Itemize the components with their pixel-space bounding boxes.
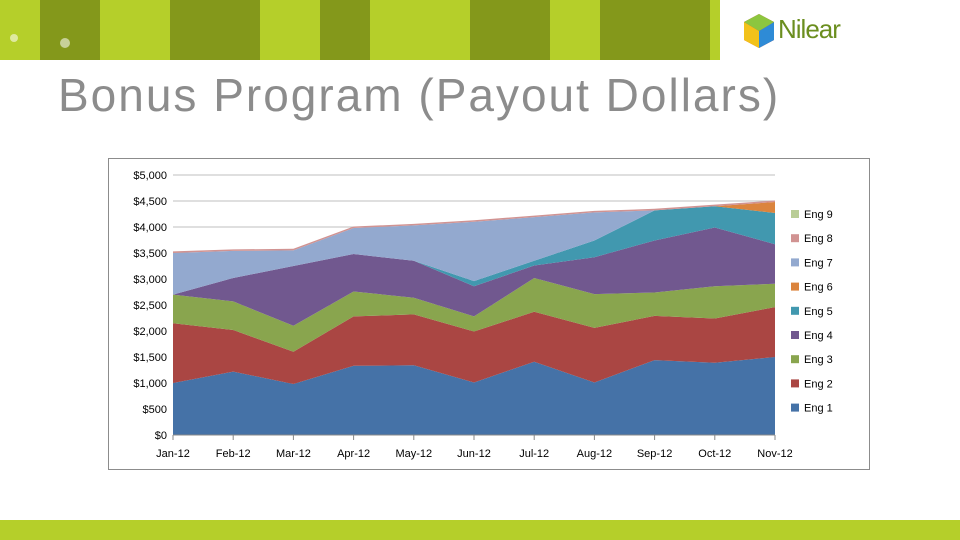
legend-label: Eng 4 — [804, 330, 833, 342]
legend-label: Eng 6 — [804, 282, 833, 294]
area-series-eng-3 — [173, 278, 775, 352]
footer-bar — [0, 520, 960, 540]
legend-label: Eng 1 — [804, 403, 833, 415]
x-tick-label: Aug-12 — [577, 448, 612, 460]
area-series-eng-5 — [173, 206, 775, 295]
page-title: Bonus Program (Payout Dollars) — [58, 69, 781, 121]
banner-shade — [170, 0, 260, 60]
legend-swatch — [791, 282, 799, 291]
y-tick-label: $4,000 — [133, 222, 167, 234]
area-series-eng-4 — [173, 227, 775, 326]
company-logo: Nilear — [740, 12, 860, 52]
y-tick-label: $3,000 — [133, 274, 167, 286]
stacked-area-chart: $0 $500 $1,000 $1,500 $2,000 $2,500 $3,000 $3,5… — [133, 170, 833, 460]
legend-label: Eng 3 — [804, 354, 833, 366]
area-series-eng-2 — [173, 307, 775, 384]
x-tick-label: Jun-12 — [457, 448, 491, 460]
header-banner — [0, 0, 720, 60]
legend-label: Eng 2 — [804, 378, 833, 390]
x-tick-label: Feb-12 — [216, 448, 251, 460]
x-tick-label: Jan-12 — [156, 448, 190, 460]
x-tick-label: Nov-12 — [757, 448, 792, 460]
banner-dot — [60, 38, 70, 48]
y-tick-label: $1,000 — [133, 378, 167, 390]
chart-frame: $0 $500 $1,000 $1,500 $2,000 $2,500 $3,000 $3,5… — [108, 158, 870, 470]
y-tick-label: $2,000 — [133, 326, 167, 338]
x-tick-label: May-12 — [395, 448, 432, 460]
banner-shade — [320, 0, 370, 60]
legend-swatch — [791, 234, 799, 243]
banner-shade — [470, 0, 550, 60]
legend-swatch — [791, 258, 799, 267]
y-tick-label: $500 — [143, 404, 167, 416]
legend-label: Eng 8 — [804, 233, 833, 245]
legend-swatch — [791, 355, 799, 364]
x-tick-label: Sep-12 — [637, 448, 672, 460]
y-tick-label: $0 — [155, 430, 167, 442]
legend-label: Eng 9 — [804, 209, 833, 221]
logo-text: Nilear — [778, 14, 841, 44]
banner-shade — [40, 0, 100, 60]
y-tick-label: $3,500 — [133, 248, 167, 260]
y-tick-label: $4,500 — [133, 196, 167, 208]
y-tick-label: $1,500 — [133, 352, 167, 364]
x-tick-label: Jul-12 — [519, 448, 549, 460]
legend-swatch — [791, 306, 799, 315]
y-tick-label: $5,000 — [133, 170, 167, 182]
legend-swatch — [791, 403, 799, 412]
area-series-eng-7 — [173, 202, 775, 295]
x-tick-label: Mar-12 — [276, 448, 311, 460]
legend-label: Eng 7 — [804, 257, 833, 269]
legend-swatch — [791, 210, 799, 218]
x-tick-label: Oct-12 — [698, 448, 731, 460]
banner-shade — [600, 0, 710, 60]
x-tick-label: Apr-12 — [337, 448, 370, 460]
logo-mark-icon — [744, 14, 774, 48]
legend-swatch — [791, 331, 799, 339]
y-tick-label: $2,500 — [133, 300, 167, 312]
area-series-eng-8 — [173, 200, 775, 253]
banner-dot — [10, 34, 18, 42]
area-series-eng-1 — [173, 357, 775, 435]
legend-label: Eng 5 — [804, 306, 833, 318]
legend-swatch — [791, 379, 799, 388]
